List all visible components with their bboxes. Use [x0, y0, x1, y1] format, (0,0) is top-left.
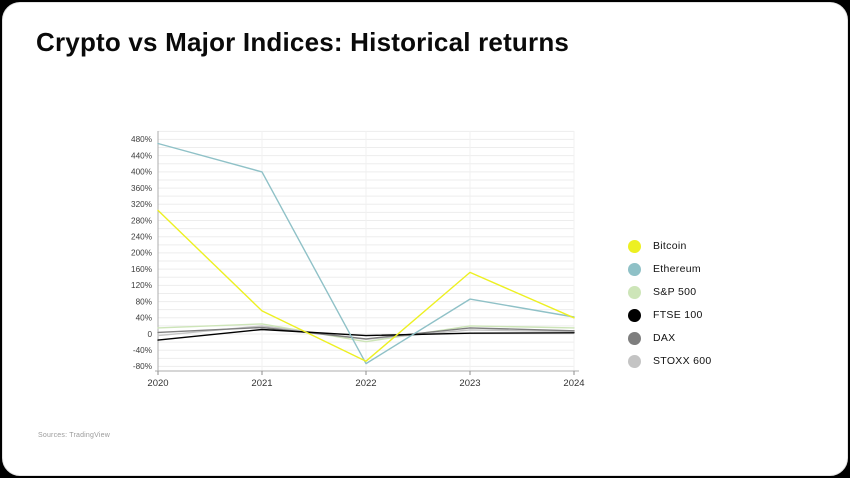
y-tick-label: 440%: [131, 151, 152, 160]
y-tick-label: 480%: [131, 135, 152, 144]
returns-chart: 480% 440% 400% 360% 320% 280% 240% 200% 160% 120%…: [3, 3, 847, 475]
chart-canvas: 480% 440% 400% 360% 320% 280% 240% 200% 160% 120%…: [131, 130, 585, 389]
legend-label: DAX: [653, 332, 676, 344]
y-tick-label: 200%: [131, 249, 152, 258]
legend-label: STOXX 600: [653, 355, 712, 367]
y-tick-label: 400%: [131, 168, 152, 177]
y-tick-label: 80%: [136, 297, 152, 306]
legend-item-stoxx-600: STOXX 600: [628, 354, 712, 368]
x-tick-label: 2020: [147, 378, 168, 389]
source-note: Sources: TradingView: [38, 432, 110, 439]
series-line-ftse-100: [157, 328, 575, 341]
series-line-s-p-500: [157, 323, 575, 343]
series-line-bitcoin: [157, 209, 575, 362]
y-tick-label: 360%: [131, 184, 152, 193]
y-tick-label: 320%: [131, 200, 152, 209]
y-tick-label: 240%: [131, 233, 152, 242]
y-tick-label: 40%: [136, 314, 152, 323]
y-tick-label: 280%: [131, 216, 152, 225]
legend-swatch: [628, 308, 641, 322]
x-tick-label: 2022: [355, 378, 376, 389]
legend-item-ethereum: Ethereum: [628, 262, 712, 276]
y-tick-label: 120%: [131, 281, 152, 290]
series-line-dax: [157, 326, 575, 340]
y-tick-label: 160%: [131, 265, 152, 274]
page-title: Crypto vs Major Indices: Historical retu…: [36, 27, 570, 57]
legend-swatch: [628, 262, 641, 276]
legend-swatch: [628, 354, 641, 368]
legend-swatch: [628, 285, 641, 299]
x-tick-label: 2021: [251, 378, 272, 389]
x-tick-label: 2023: [459, 378, 480, 389]
legend-swatch: [628, 239, 641, 253]
legend-label: FTSE 100: [653, 309, 703, 321]
y-tick-label: -80%: [133, 362, 152, 371]
y-tick-label: 0: [147, 330, 152, 339]
legend-label: S&P 500: [653, 286, 697, 298]
legend-item-bitcoin: Bitcoin: [628, 239, 712, 253]
x-tick-label: 2024: [563, 378, 584, 389]
series-line-ethereum: [157, 142, 575, 365]
legend-item-dax: DAX: [628, 331, 712, 345]
legend-item-ftse-100: FTSE 100: [628, 308, 712, 322]
legend-label: Ethereum: [653, 263, 701, 275]
legend-item-s-p-500: S&P 500: [628, 285, 712, 299]
legend-label: Bitcoin: [653, 240, 687, 252]
chart-legend: Bitcoin Ethereum S&P 500 FTSE 100 DAX STOXX 6…: [628, 239, 712, 368]
legend-swatch: [628, 331, 641, 345]
y-tick-label: -40%: [133, 346, 152, 355]
